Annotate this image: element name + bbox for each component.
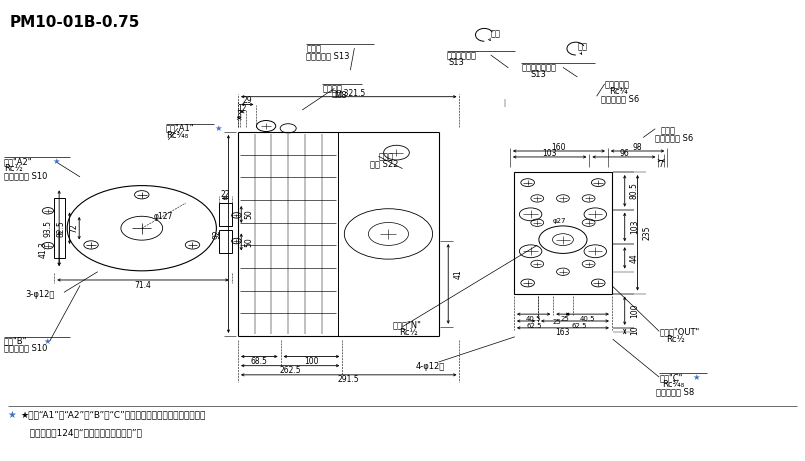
Text: 油塞内六角 S6: 油塞内六角 S6 [601,94,640,103]
Text: 25: 25 [552,319,561,325]
Text: 160: 160 [551,143,566,152]
Text: 油塞内六角 S13: 油塞内六角 S13 [306,51,349,60]
Text: 3: 3 [237,110,242,119]
Text: 接口"C": 接口"C" [659,373,683,383]
Text: ★: ★ [214,124,221,133]
Text: 减小: 减小 [577,42,588,52]
Text: 升压: 升压 [491,29,501,38]
Text: 163: 163 [555,328,570,337]
Text: ★: ★ [8,410,17,420]
Text: ★接口“A1”、“A2”、“B”、“C”按安装姿势不同使用目的也不同。: ★接口“A1”、“A2”、“B”、“C”按安装姿势不同使用目的也不同。 [21,410,206,419]
Text: 25: 25 [560,316,569,322]
Text: Rc¾₈: Rc¾₈ [166,130,188,140]
Text: 71.4: 71.4 [134,281,151,290]
Text: 排气口: 排气口 [661,126,676,135]
Text: 压力调节螺钉: 压力调节螺钉 [447,51,477,60]
Text: 68.5: 68.5 [251,357,268,366]
Text: 41: 41 [453,269,462,279]
Text: 12: 12 [237,104,247,112]
Text: 100: 100 [304,357,319,366]
Text: 96: 96 [619,149,629,158]
Text: 40.5: 40.5 [580,316,595,322]
Text: 50: 50 [245,237,254,247]
Text: 50: 50 [245,210,254,219]
Bar [219,203,232,226]
Text: 80.5: 80.5 [630,183,639,199]
Text: 22: 22 [221,190,230,199]
Text: 加油口: 加油口 [306,44,321,53]
Bar [514,172,612,294]
Text: ★: ★ [43,337,51,346]
Text: 接口"B": 接口"B" [4,337,27,346]
Text: 93.5: 93.5 [43,220,52,236]
Text: 100: 100 [630,303,639,318]
Text: PM10-01B-0.75: PM10-01B-0.75 [10,15,140,30]
Text: 82.5: 82.5 [56,220,65,236]
Text: 详情请参见124页“电机泵使用注意事项”。: 详情请参见124页“电机泵使用注意事项”。 [21,428,142,437]
Bar [54,198,64,258]
Text: 62.5: 62.5 [526,323,542,329]
Text: 3-φ12孔: 3-φ12孔 [26,290,55,299]
Text: M8: M8 [334,91,347,100]
Text: 油塞 S22: 油塞 S22 [370,160,398,168]
Text: Rc½: Rc½ [399,328,418,337]
Text: 油塞内六角 S8: 油塞内六角 S8 [656,387,694,396]
Text: 62.5: 62.5 [572,323,587,329]
Text: S13: S13 [530,70,547,79]
Text: 最大 321.5: 最大 321.5 [332,88,365,97]
Text: ★: ★ [53,157,60,166]
Text: φ27: φ27 [552,218,566,224]
Text: 起吊联钉: 起吊联钉 [322,84,342,93]
Text: 235: 235 [642,225,652,240]
Text: 油塞内六角 S10: 油塞内六角 S10 [4,171,47,180]
Text: Rc½: Rc½ [666,335,684,343]
Text: 72: 72 [69,224,78,233]
Text: S13: S13 [448,58,464,67]
Text: 油塞内六角 S6: 油塞内六角 S6 [655,133,693,142]
Text: 40.5: 40.5 [526,316,542,322]
Text: 41.3: 41.3 [39,241,48,258]
Text: 接口"A1": 接口"A1" [166,124,194,133]
Text: 接口"A2": 接口"A2" [4,157,32,166]
Text: 92: 92 [213,229,221,239]
Text: 103: 103 [543,149,557,158]
Text: Rc¼: Rc¼ [609,87,628,96]
Text: Rc¾₈: Rc¾₈ [663,380,684,390]
Text: ★: ★ [693,373,700,383]
Text: Rc½: Rc½ [4,164,23,173]
Text: 29: 29 [242,96,252,105]
Text: 7: 7 [658,160,663,169]
Text: 103: 103 [630,220,639,234]
Text: 加油口: 加油口 [378,153,394,162]
Text: 98: 98 [633,143,642,152]
Text: 44: 44 [630,253,639,263]
Text: 油塞内六角 S10: 油塞内六角 S10 [4,344,47,353]
Text: 10: 10 [630,325,639,335]
Text: 压力检测口: 压力检测口 [605,80,630,89]
Text: 4-φ12孔: 4-φ12孔 [415,362,444,371]
Text: 输出口"OUT": 输出口"OUT" [659,328,700,337]
Text: 吸入口"N": 吸入口"N" [393,321,422,330]
Text: 291.5: 291.5 [338,375,360,384]
Bar [219,230,232,254]
Text: φ127: φ127 [154,213,173,221]
Text: 262.5: 262.5 [279,366,301,375]
Text: 流量调节器螺钉: 流量调节器螺钉 [521,63,556,72]
